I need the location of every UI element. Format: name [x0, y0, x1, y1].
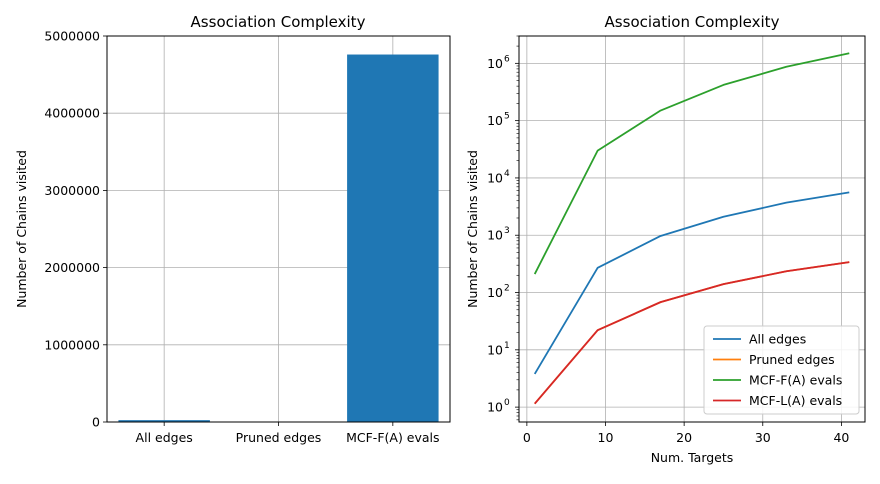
line-chart-title: Association Complexity: [605, 13, 780, 31]
line-chart-y-tick-label: 10: [487, 228, 503, 243]
bar-chart-y-tick-label: 4000000: [44, 106, 100, 121]
line-chart-y-tick-label: 10: [487, 285, 503, 300]
bar-chart-x-tick-label: MCF-F(A) evals: [346, 430, 439, 445]
legend-label: All edges: [749, 332, 806, 347]
line-chart-y-tick-label: 10: [487, 170, 503, 185]
bar-chart-x-tick-label: Pruned edges: [236, 430, 322, 445]
bar-chart-y-axis-label: Number of Chains visited: [14, 150, 29, 308]
line-chart-legend: All edges Pruned edges MCF-F(A) evals MCF-L…: [704, 326, 859, 414]
line-chart-x-tick-label: 0: [523, 430, 531, 445]
line-chart-x-tick-label: 30: [755, 430, 771, 445]
bar-chart-x-tick-label: All edges: [136, 430, 193, 445]
line-chart-y-tick-exponent: 0: [504, 398, 510, 408]
line-chart-x-axis-label: Num. Targets: [651, 450, 734, 465]
line-chart-y-tick-exponent: 5: [504, 112, 510, 122]
line-chart-x-tick-label: 10: [598, 430, 614, 445]
bar-chart-y-tick-label: 3000000: [44, 183, 100, 198]
bar-chart-title: Association Complexity: [191, 13, 366, 31]
bar-chart-y-tick-label: 5000000: [44, 29, 100, 44]
line-chart-y-tick-label: 10: [487, 113, 503, 128]
bar-mcf-f-a-evals: [347, 55, 438, 422]
legend-label: Pruned edges: [749, 352, 835, 367]
line-chart-x-tick-label: 40: [833, 430, 849, 445]
line-chart-y-tick-exponent: 6: [504, 54, 510, 64]
line-chart-y-tick-exponent: 1: [504, 341, 510, 351]
line-chart-y-tick-exponent: 4: [504, 169, 510, 179]
line-chart-x-tick-label: 20: [676, 430, 692, 445]
line-chart-y-tick-label: 10: [487, 56, 503, 71]
line-chart-y-tick-exponent: 2: [504, 284, 510, 294]
legend-label: MCF-L(A) evals: [749, 393, 842, 408]
legend-label: MCF-F(A) evals: [749, 373, 842, 388]
bar-chart-y-tick-label: 2000000: [44, 260, 100, 275]
line-chart-y-tick-exponent: 3: [504, 226, 510, 236]
bar-chart-y-tick-label: 0: [92, 415, 100, 430]
bar-chart-y-tick-label: 1000000: [44, 337, 100, 352]
line-chart-y-tick-label: 10: [487, 342, 503, 357]
line-chart-y-tick-label: 10: [487, 400, 503, 415]
line-chart-y-axis-label: Number of Chains visited: [465, 150, 480, 308]
